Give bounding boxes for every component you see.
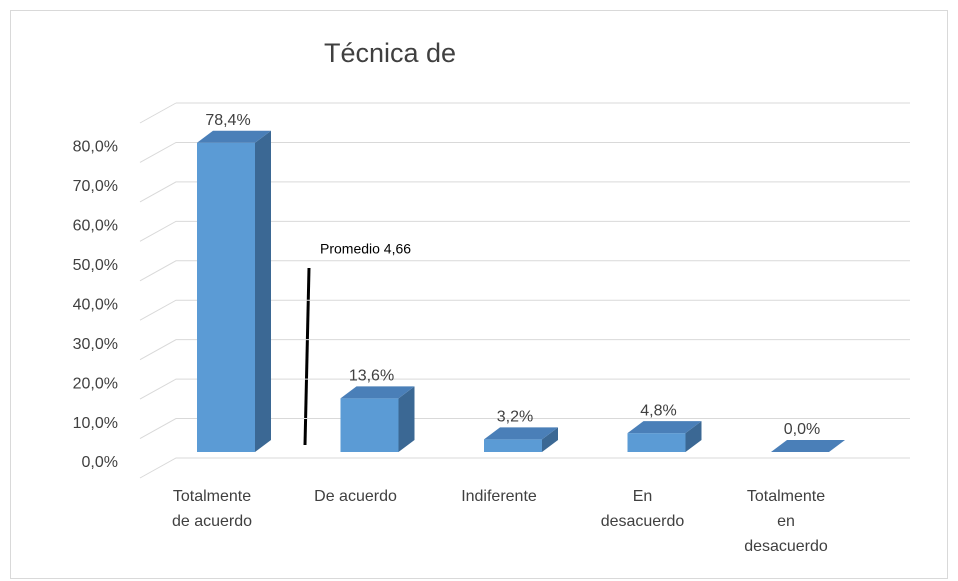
bar [340, 386, 415, 452]
value-label: 13,6% [349, 368, 394, 385]
bar-side [398, 386, 415, 452]
bar-side [255, 130, 271, 452]
y-tick-label: 70,0% [73, 178, 118, 195]
bar [484, 427, 558, 452]
bar-side [685, 421, 702, 452]
grid-line [139, 141, 910, 163]
grid-line [139, 457, 910, 479]
bar-top [340, 386, 415, 399]
bar [197, 130, 271, 452]
x-tick-label: Totalmente en desacuerdo [744, 488, 828, 555]
bar-front [627, 433, 686, 452]
chart-border [10, 10, 948, 579]
value-label: 0,0% [784, 421, 820, 438]
bar-front [340, 398, 399, 452]
grid-line [139, 378, 910, 400]
y-tick-label: 0,0% [82, 454, 118, 471]
bar [627, 421, 702, 452]
x-tick-label: Indiferente [461, 488, 537, 505]
value-label: 3,2% [497, 409, 533, 426]
grid-line [139, 181, 910, 203]
grid-line [139, 339, 910, 361]
bar [771, 440, 845, 452]
y-tick-label: 50,0% [73, 257, 118, 274]
bar-side [542, 427, 558, 452]
chart-title: Técnica de [324, 38, 456, 68]
bar-top [771, 440, 845, 452]
y-tick-label: 40,0% [73, 296, 118, 313]
bar-top [484, 427, 558, 440]
wall-edge [139, 102, 177, 124]
bar-front [197, 142, 255, 452]
x-tick-label: De acuerdo [314, 488, 397, 505]
x-tick-label: En desacuerdo [600, 488, 685, 530]
x-tick-label: Totalmente de acuerdo [171, 488, 253, 530]
grid-line [139, 418, 910, 439]
bar-front [484, 439, 542, 452]
annotation-line [303, 267, 311, 446]
grid-line [139, 299, 910, 321]
y-tick-label: 80,0% [73, 139, 118, 156]
value-label: 4,8% [640, 402, 676, 419]
grid-line [139, 220, 910, 242]
grid-line [139, 260, 910, 282]
y-tick-label: 20,0% [73, 375, 118, 392]
bar-top [627, 421, 702, 434]
bar-top [197, 130, 271, 143]
value-label: 78,4% [205, 112, 250, 129]
y-tick-label: 60,0% [73, 218, 118, 235]
y-tick-label: 10,0% [73, 415, 118, 432]
annotation: Promedio 4,66 [320, 241, 411, 257]
y-tick-label: 30,0% [73, 336, 118, 353]
